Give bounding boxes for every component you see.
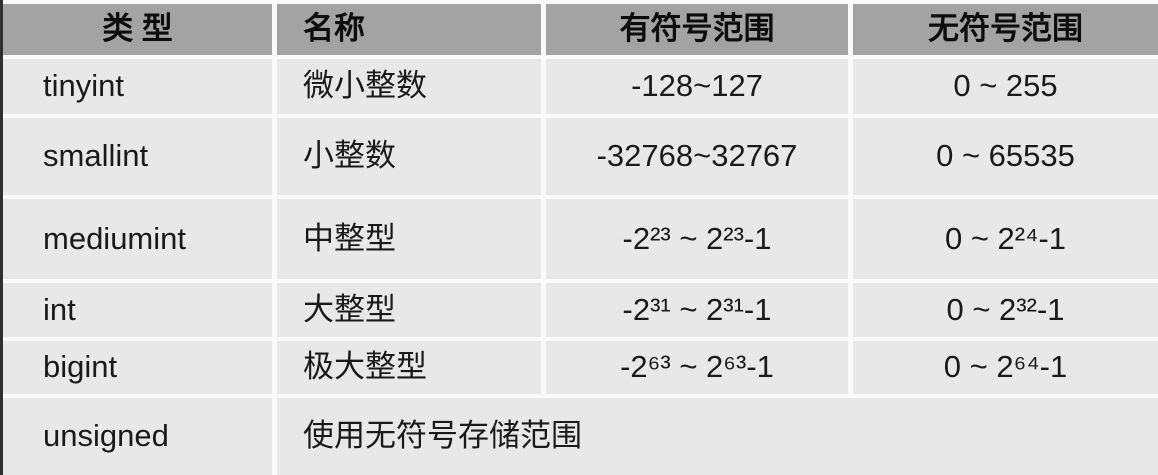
cell-unsigned-range: 0 ~ 2⁶⁴-1 bbox=[853, 341, 1158, 394]
cell-unsigned-range: 0 ~ 2²⁴-1 bbox=[853, 199, 1158, 279]
column-header-signed-range: 有符号范围 bbox=[546, 4, 848, 55]
column-header-name: 名称 bbox=[277, 4, 541, 55]
cell-name: 小整数 bbox=[277, 118, 541, 195]
cell-name: 大整型 bbox=[277, 283, 541, 337]
cell-type: bigint bbox=[3, 341, 272, 394]
cell-type: int bbox=[3, 283, 272, 337]
cell-type: tinyint bbox=[3, 59, 272, 114]
cell-type: unsigned bbox=[3, 398, 272, 475]
cell-signed-range: -32768~32767 bbox=[546, 118, 848, 195]
cell-signed-range: -2²³ ~ 2²³-1 bbox=[546, 199, 848, 279]
column-header-unsigned-range: 无符号范围 bbox=[853, 4, 1158, 55]
cell-unsigned-range: 0 ~ 255 bbox=[853, 59, 1158, 114]
column-header-type: 类 型 bbox=[3, 4, 272, 55]
cell-unsigned-range: 0 ~ 65535 bbox=[853, 118, 1158, 195]
cell-type: mediumint bbox=[3, 199, 272, 279]
cell-unsigned-description: 使用无符号存储范围 bbox=[277, 398, 1158, 475]
cell-name: 中整型 bbox=[277, 199, 541, 279]
cell-type: smallint bbox=[3, 118, 272, 195]
cell-signed-range: -128~127 bbox=[546, 59, 848, 114]
cell-signed-range: -2⁶³ ~ 2⁶³-1 bbox=[546, 341, 848, 394]
cell-name: 极大整型 bbox=[277, 341, 541, 394]
cell-name: 微小整数 bbox=[277, 59, 541, 114]
cell-unsigned-range: 0 ~ 2³²-1 bbox=[853, 283, 1158, 337]
cell-signed-range: -2³¹ ~ 2³¹-1 bbox=[546, 283, 848, 337]
